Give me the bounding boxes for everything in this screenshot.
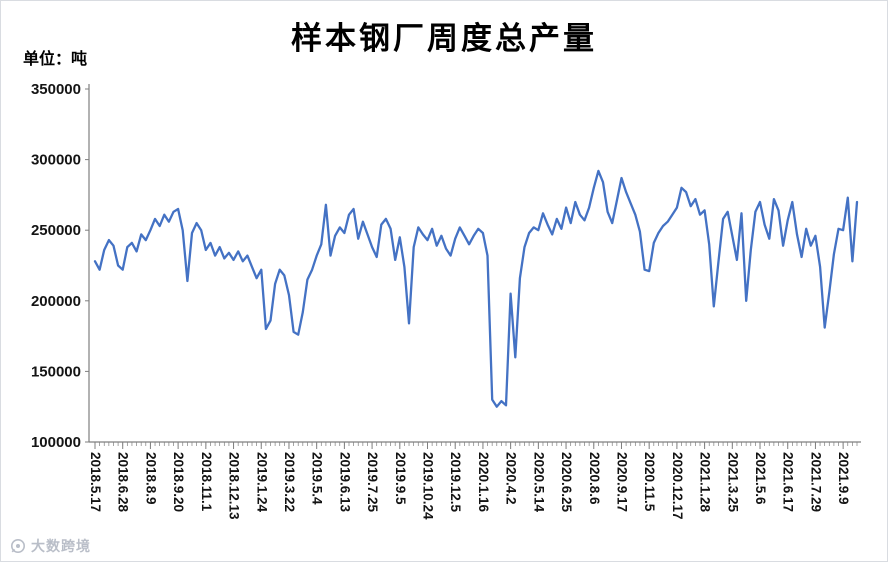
x-axis-tick-label: 2020.6.25 — [559, 452, 574, 513]
y-axis-tick-label: 250000 — [31, 222, 81, 239]
x-axis-tick-label: 2020.1.16 — [476, 452, 491, 513]
watermark: 大数跨境 — [9, 536, 91, 556]
x-axis-tick-label: 2018.9.20 — [171, 452, 186, 512]
series-line — [93, 169, 859, 408]
chart-title: 样本钢厂周度总产量 — [291, 21, 597, 56]
unit-label: 单位：吨 — [23, 51, 88, 68]
x-axis-tick-label: 2019.1.24 — [254, 452, 269, 513]
watermark-logo-icon — [11, 539, 25, 553]
x-axis-tick-label: 2018.8.9 — [143, 452, 158, 505]
y-axis-tick-label: 300000 — [31, 152, 81, 169]
x-axis-tick-label: 2021.6.17 — [781, 452, 796, 512]
y-axis-tick-label: 150000 — [31, 363, 81, 380]
x-axis-tick-label: 2021.5.6 — [753, 452, 768, 505]
x-axis-tick-label: 2020.4.2 — [504, 452, 519, 505]
x-axis-tick-label: 2021.1.28 — [698, 452, 713, 513]
x-axis-tick-label: 2019.3.22 — [282, 452, 297, 512]
x-axis-tick-label: 2018.5.17 — [88, 452, 103, 512]
y-axis-tick-label: 100000 — [31, 434, 81, 451]
x-axis-tick-label: 2020.11.5 — [642, 452, 657, 512]
x-axis-tick-label: 2021.3.25 — [725, 452, 740, 513]
x-axis-tick-label: 2020.8.6 — [587, 452, 602, 505]
x-axis-tick-label: 2018.11.1 — [199, 452, 214, 512]
x-axis-tick-label: 2019.12.5 — [448, 452, 463, 513]
x-axis-tick-label: 2020.9.17 — [614, 452, 629, 512]
x-axis-tick-label: 2021.9.9 — [836, 452, 851, 505]
x-axis-tick-label: 2019.7.25 — [365, 452, 380, 513]
x-axis-tick-label: 2019.9.5 — [393, 452, 408, 505]
x-axis-tick-label: 2019.6.13 — [337, 452, 352, 513]
x-axis-tick-label: 2021.7.29 — [808, 452, 823, 512]
x-axis-tick-label: 2019.5.4 — [310, 452, 325, 505]
x-axis-tick-label: 2020.12.17 — [670, 452, 685, 520]
y-axis-tick-label: 350000 — [31, 81, 81, 98]
x-axis-tick-label: 2018.6.28 — [116, 452, 131, 513]
y-axis-tick-label: 200000 — [31, 293, 81, 310]
watermark-text: 大数跨境 — [31, 538, 91, 554]
x-axis-tick-label: 2019.10.24 — [421, 452, 436, 520]
x-axis-tick-label: 2020.5.14 — [531, 452, 546, 513]
x-axis-tick-label: 2018.12.13 — [227, 452, 242, 520]
